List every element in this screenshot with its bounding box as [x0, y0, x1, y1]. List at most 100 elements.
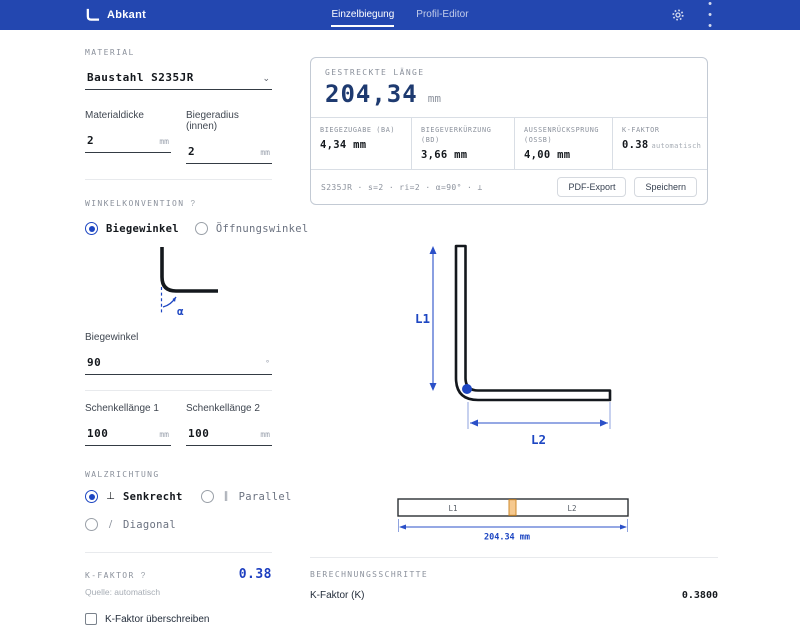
radio-diagonal-control[interactable]	[85, 518, 98, 531]
flat-l2-label: L2	[567, 504, 576, 513]
sidebar-divider	[85, 552, 272, 553]
radio-oeffnungswinkel[interactable]: Öffnungswinkel	[194, 222, 309, 235]
perpendicular-icon: ⊥	[106, 491, 115, 502]
kfactor-value: 0.38	[238, 567, 272, 582]
calc-row-kfactor: K-Faktor (K) 0.3800	[310, 590, 718, 601]
app-title: Abkant	[107, 9, 147, 21]
gear-icon[interactable]	[671, 8, 685, 22]
result-title: GESTRECKTE LÄNGE	[325, 68, 425, 77]
thickness-unit: mm	[159, 137, 169, 146]
alpha-symbol: α	[177, 305, 184, 318]
leg1-unit: mm	[159, 430, 169, 439]
sidebar: MATERIAL Baustahl S235JR ⌄ Materialdicke…	[85, 48, 308, 625]
calc-row-label: K-Faktor (K)	[310, 590, 365, 601]
flat-pattern: L1 L2 204.34 mm	[397, 498, 629, 543]
developed-length-unit: mm	[427, 92, 441, 105]
kfactor-help-icon[interactable]: ?	[140, 571, 146, 580]
leg2-input[interactable]: 100 mm	[186, 421, 272, 446]
kfactor-override-label: K-Faktor überschreiben	[105, 613, 210, 625]
radio-oeffnungswinkel-label: Öffnungswinkel	[215, 222, 309, 235]
stat-label: BIEGEVERKÜRZUNG (BD)	[421, 126, 492, 145]
stat-aussenrueck: AUSSENRÜCKSPRUNG (OSSB) 4,00 mm	[514, 118, 612, 170]
parallel-icon: ∥	[223, 491, 229, 502]
developed-length-value: 204,34	[325, 80, 418, 108]
angle-convention-help-icon[interactable]: ?	[190, 199, 195, 208]
bend-point-marker	[462, 384, 472, 394]
angle-convention-label: WINKELKONVENTION	[85, 199, 185, 208]
stat-label: AUSSENRÜCKSPRUNG (OSSB)	[524, 126, 600, 145]
flat-l1-label: L1	[448, 504, 457, 513]
app-logo-icon	[86, 8, 100, 21]
radio-biegewinkel-label: Biegewinkel	[106, 222, 179, 235]
brand: Abkant	[85, 0, 146, 30]
bend-angle-input[interactable]: 90 °	[85, 350, 272, 375]
stat-biegezugabe: BIEGEZUGABE (BA) 4,34 mm	[311, 118, 411, 169]
bend-zone-band	[508, 499, 517, 516]
kfactor-source: Quelle: automatisch	[85, 587, 161, 597]
nav-tabs: Einzelbiegung Profil-Editor	[0, 0, 800, 30]
l2-dim-label: L2	[531, 432, 546, 447]
l1-dim-label: L1	[415, 311, 430, 326]
rolling-section-label: WALZRICHTUNG	[85, 470, 160, 479]
radio-senkrecht-control[interactable]	[85, 490, 98, 503]
navbar-actions: • • •	[671, 0, 715, 32]
leg2-value: 100	[188, 427, 210, 440]
kfactor-override-checkbox[interactable]	[85, 613, 97, 625]
leg2-label: Schenkellänge 2	[186, 403, 260, 414]
kfactor-section-label: K-FAKTOR	[85, 571, 135, 580]
radio-senkrecht[interactable]: ⊥ Senkrecht	[85, 490, 183, 503]
navbar: Abkant Einzelbiegung Profil-Editor • • •	[0, 0, 800, 32]
calculation-section: BERECHNUNGSSCHRITTE K-Faktor (K) 0.3800	[310, 557, 718, 601]
diagonal-icon: /	[108, 519, 113, 530]
stat-biegeverkuerzung: BIEGEVERKÜRZUNG (BD) 3,66 mm	[411, 118, 514, 170]
flat-total-label: 204.34 mm	[484, 533, 530, 543]
radio-biegewinkel[interactable]: Biegewinkel	[85, 222, 179, 235]
calc-row-value: 0.3800	[681, 590, 718, 601]
tab-profil-editor[interactable]: Profil-Editor	[416, 9, 469, 20]
sheet-profile	[454, 244, 612, 402]
chevron-down-icon: ⌄	[262, 73, 270, 83]
radius-value: 2	[188, 145, 196, 158]
radio-diagonal-label: Diagonal	[123, 518, 176, 531]
stat-value: 3,66 mm	[421, 149, 468, 162]
sidebar-divider	[85, 179, 272, 180]
bend-angle-unit: °	[265, 359, 270, 368]
thickness-input[interactable]: 2 mm	[85, 128, 171, 153]
material-select[interactable]: Baustahl S235JR ⌄	[85, 65, 272, 90]
result-card: GESTRECKTE LÄNGE 204,34 mm BIEGEZUGABE (…	[310, 57, 710, 206]
stat-label: K-FAKTOR	[622, 126, 660, 134]
save-button[interactable]: Speichern	[634, 177, 697, 198]
bend-angle-label: Biegewinkel	[85, 332, 139, 343]
radio-parallel-control[interactable]	[200, 490, 214, 503]
radio-parallel-label: Parallel	[238, 490, 292, 503]
tab-einzelbiegung[interactable]: Einzelbiegung	[331, 0, 394, 30]
radius-label: Biegeradius (innen)	[186, 110, 239, 132]
radius-input[interactable]: 2 mm	[186, 139, 272, 164]
leg1-label: Schenkellänge 1	[85, 403, 159, 414]
radius-unit: mm	[260, 148, 270, 157]
stat-kfactor: K-FAKTOR 0.38 automatisch	[612, 118, 710, 170]
thickness-value: 2	[87, 134, 95, 147]
stat-value: 4,00 mm	[524, 149, 571, 162]
stat-value: 4,34 mm	[320, 139, 367, 152]
kfactor-override-row[interactable]: K-Faktor überschreiben	[85, 613, 272, 625]
sidebar-divider	[85, 390, 272, 391]
stat-note: automatisch	[651, 142, 702, 151]
stat-value: 0.38 automatisch	[622, 139, 702, 152]
radio-oeffnungswinkel-control[interactable]	[194, 222, 208, 235]
thickness-label: Materialdicke	[85, 110, 144, 121]
radio-senkrecht-label: Senkrecht	[123, 490, 183, 503]
bend-diagram: L1 L2	[415, 244, 612, 447]
leg1-value: 100	[87, 427, 109, 440]
radio-parallel[interactable]: ∥ Parallel	[200, 490, 292, 503]
stat-label: BIEGEZUGABE (BA)	[320, 126, 396, 134]
kebab-menu-icon[interactable]: • • •	[708, 0, 712, 32]
radio-biegewinkel-control[interactable]	[85, 222, 98, 235]
leg1-input[interactable]: 100 mm	[85, 421, 171, 446]
bend-angle-value: 90	[87, 356, 102, 369]
calculation-title: BERECHNUNGSSCHRITTE	[310, 570, 429, 579]
material-section-label: MATERIAL	[85, 48, 135, 57]
pdf-export-button[interactable]: PDF-Export	[557, 177, 627, 198]
config-summary: S235JR · s=2 · ri=2 · α=90° · ⊥	[321, 182, 483, 192]
radio-diagonal[interactable]: / Diagonal	[85, 518, 176, 531]
